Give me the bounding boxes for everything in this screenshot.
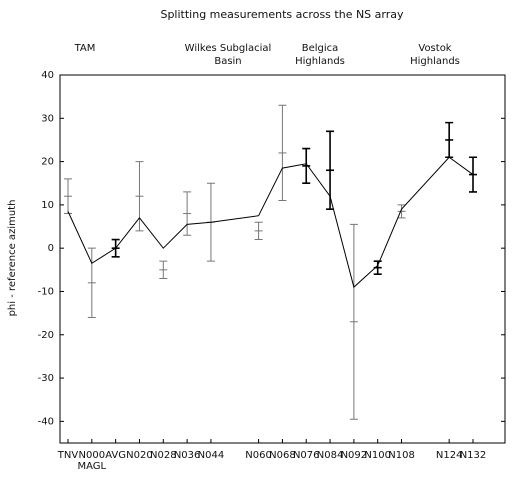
x-tick-label: N036	[174, 450, 201, 461]
x-tick-label: N020	[126, 450, 153, 461]
x-tick-label: N092	[341, 450, 368, 461]
x-tick-label: N124	[436, 450, 463, 461]
y-tick-label: 30	[41, 113, 54, 124]
y-tick-label: -20	[38, 330, 54, 341]
region-label: Highlands	[410, 56, 460, 67]
y-tick-label: -30	[38, 373, 54, 384]
x-tick-label: N060	[245, 450, 272, 461]
x-tick-label: N100	[364, 450, 391, 461]
x-tick-label: N132	[460, 450, 487, 461]
x-tick-note: MAGL	[78, 461, 107, 472]
x-tick-label: N084	[317, 450, 344, 461]
y-axis-label: phi - reference azimuth	[7, 200, 18, 317]
y-tick-label: -10	[38, 286, 54, 297]
x-tick-label: N028	[150, 450, 177, 461]
region-label: Wilkes Subglacial	[185, 43, 272, 54]
x-tick-label: N044	[198, 450, 225, 461]
x-tick-label: AVG	[105, 450, 126, 461]
x-tick-label: N000	[79, 450, 106, 461]
y-tick-label: -40	[38, 416, 54, 427]
y-tick-label: 10	[41, 200, 54, 211]
x-tick-label: TNV	[57, 450, 79, 461]
region-label: Basin	[214, 56, 241, 67]
x-tick-label: N108	[388, 450, 415, 461]
x-tick-label: N068	[269, 450, 296, 461]
y-tick-label: 40	[41, 70, 54, 81]
y-tick-label: 0	[48, 243, 54, 254]
y-tick-label: 20	[41, 157, 54, 168]
data-line	[67, 156, 474, 289]
region-label: Vostok	[418, 43, 451, 54]
region-label: Belgica	[302, 43, 339, 54]
region-label: Highlands	[295, 56, 345, 67]
chart-title: Splitting measurements across the NS arr…	[160, 8, 404, 21]
x-tick-label: N076	[293, 450, 320, 461]
region-label: TAM	[74, 43, 96, 54]
